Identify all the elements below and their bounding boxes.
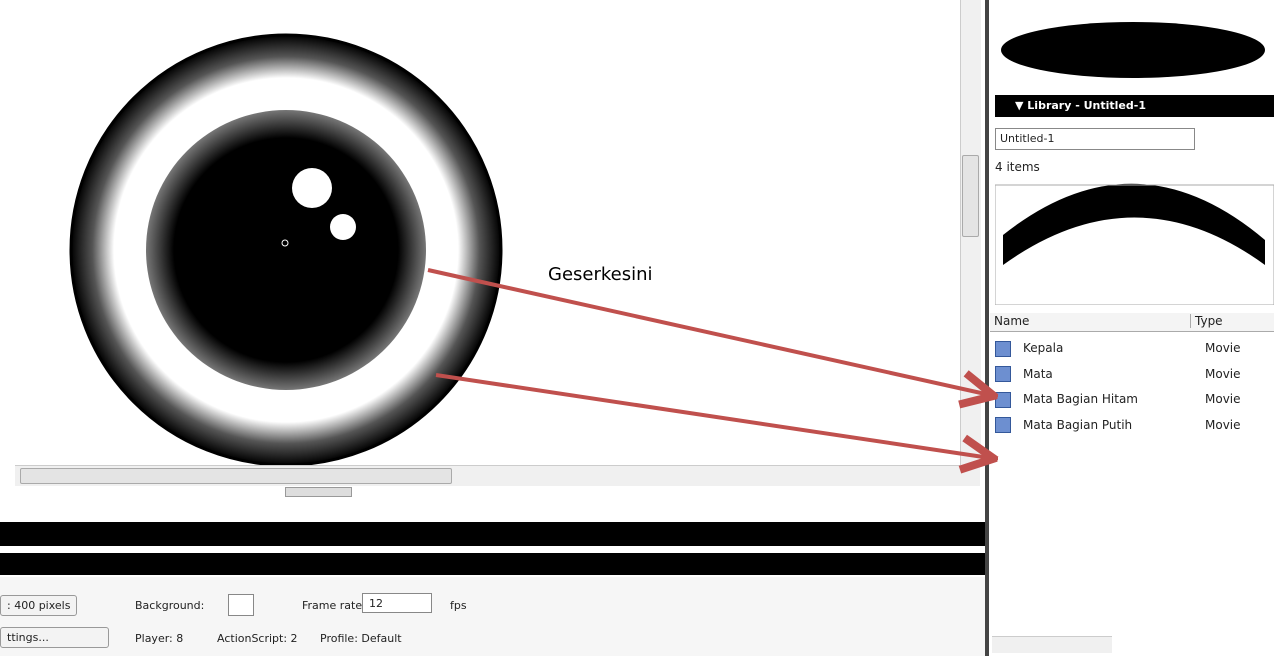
properties-header <box>0 553 985 575</box>
item-name: Mata Bagian Hitam <box>1023 392 1138 406</box>
library-row[interactable]: Mata Movie <box>995 363 1274 385</box>
library-row[interactable]: Mata Bagian Putih Movie <box>995 414 1274 436</box>
label: ActionScript: 2 <box>217 632 298 645</box>
highlight <box>292 168 332 208</box>
label: Background: <box>135 599 204 612</box>
label: Player: 8 <box>135 632 183 645</box>
item-count: 4 items <box>995 160 1040 174</box>
column-name[interactable]: Type <box>1190 314 1223 328</box>
highlight <box>330 214 356 240</box>
scroll-thumb[interactable] <box>962 155 979 237</box>
stage: Geserkesini <box>0 0 960 465</box>
label: fps <box>450 599 467 612</box>
document-dropdown[interactable]: Untitled-1 <box>995 128 1195 150</box>
library-row[interactable]: Kepala Movie <box>995 337 1274 359</box>
panel-toggle[interactable] <box>285 487 352 497</box>
column-header: Name Type <box>990 313 1274 332</box>
eye-pupil <box>146 110 426 390</box>
item-name: Kepala <box>1023 341 1063 355</box>
library-toolbar[interactable] <box>992 636 1112 653</box>
item-type: Movie <box>1205 388 1241 410</box>
item-type: Movie <box>1205 337 1241 359</box>
size-button[interactable]: : 400 pixels <box>0 595 77 616</box>
screen: {"stage":{"annotation":"Geserkesini"}, "… <box>0 0 1274 656</box>
item-name: Mata <box>1023 367 1053 381</box>
symbol-icon <box>995 392 1011 408</box>
frame-rate-input[interactable]: 12 <box>362 593 432 613</box>
item-type: Movie <box>1205 414 1241 436</box>
label: Frame rate: <box>302 599 366 612</box>
settings-button[interactable]: ttings... <box>0 627 109 648</box>
item-name: Mata Bagian Putih <box>1023 418 1132 432</box>
library-title: ▼ Library - Untitled-1 <box>995 95 1274 117</box>
symbol-icon <box>995 366 1011 382</box>
annotation: Geserkesini <box>548 264 653 285</box>
library-row[interactable]: Mata Bagian Hitam Movie <box>995 388 1274 410</box>
color-swatch[interactable] <box>228 594 254 616</box>
properties-panel: : 400 pixels Background: Frame rate: 12 … <box>0 577 985 656</box>
stage-canvas: Geserkesini <box>0 0 960 465</box>
item-type: Movie <box>1205 363 1241 385</box>
symbol-icon <box>995 417 1011 433</box>
column-name[interactable]: Name <box>994 314 1029 328</box>
symbol-icon <box>995 341 1011 357</box>
previews <box>995 0 1274 305</box>
scroll-thumb[interactable] <box>20 468 452 484</box>
timeline-bar <box>0 522 985 546</box>
label: Profile: Default <box>320 632 402 645</box>
